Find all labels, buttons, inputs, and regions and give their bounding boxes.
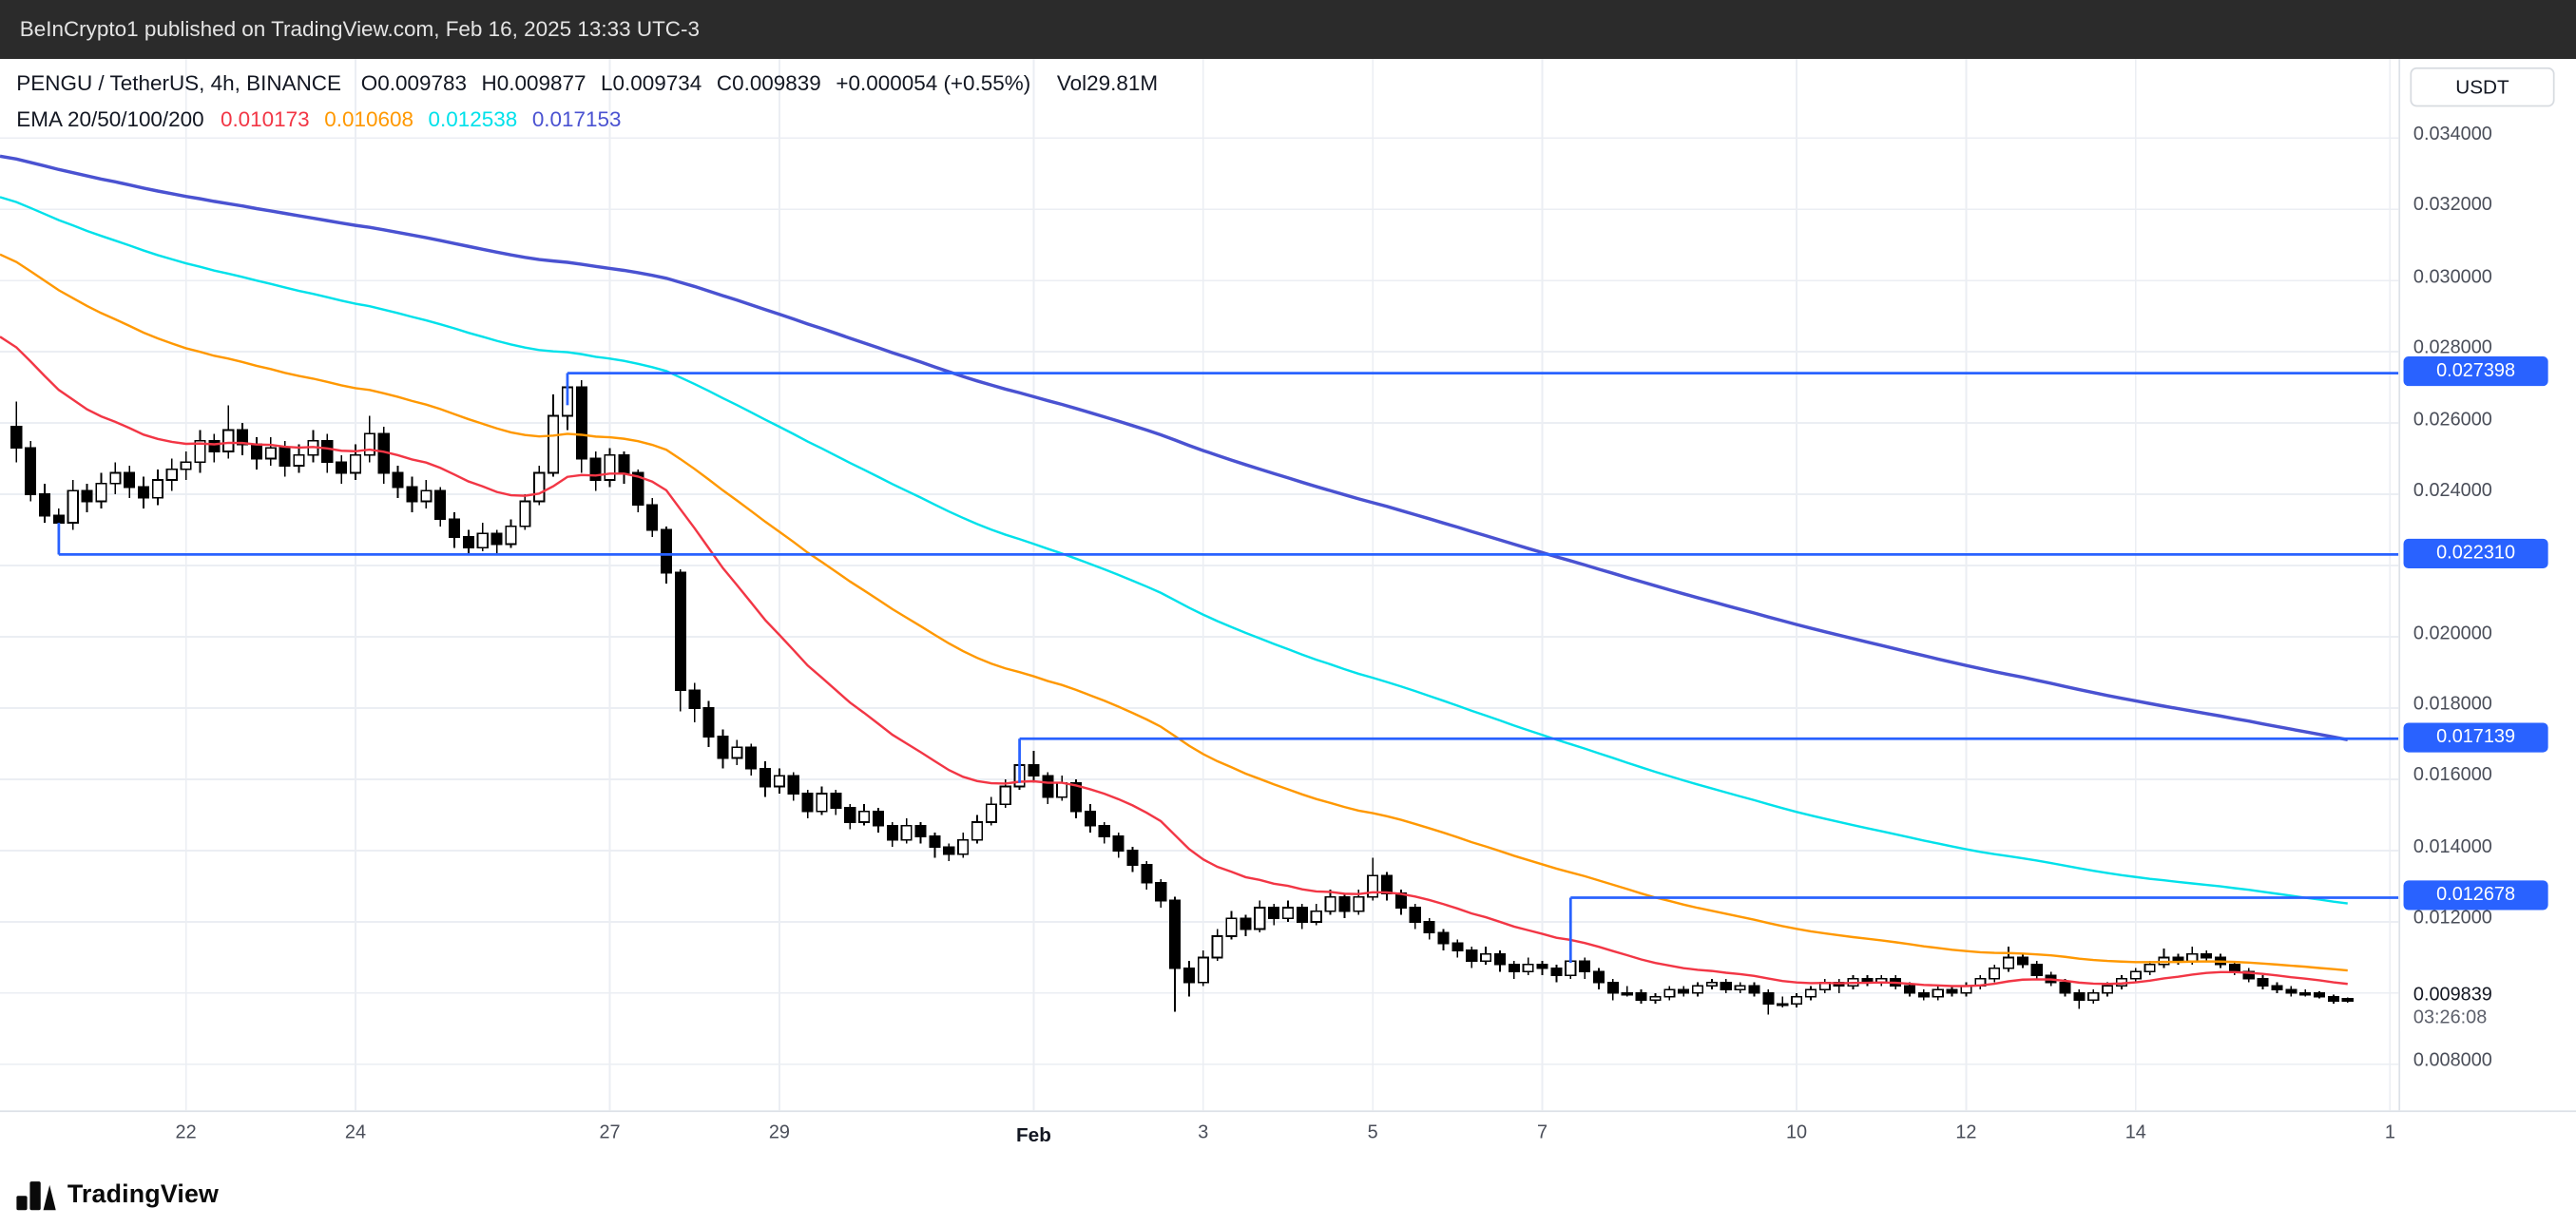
price-tick-label: 0.028000 xyxy=(2413,338,2492,358)
chart-canvas[interactable] xyxy=(0,59,2399,1111)
symbol-title[interactable]: PENGU / TetherUS, 4h, BINANCE xyxy=(16,70,342,96)
ema-row: EMA 20/50/100/200 0.010173 0.010608 0.01253… xyxy=(16,102,1172,138)
change-value: +0.000054 (+0.55%) xyxy=(836,70,1031,96)
volume-number: 29.81M xyxy=(1086,70,1159,96)
high-value: H0.009877 xyxy=(482,70,586,95)
open-number: 0.009783 xyxy=(377,70,467,96)
time-tick-label: 27 xyxy=(599,1123,621,1143)
ema-value-50: 0.010608 xyxy=(324,106,413,132)
price-tick-label: 0.008000 xyxy=(2413,1051,2492,1071)
time-tick-label: Feb xyxy=(1015,1123,1051,1147)
price-tick-label: 0.024000 xyxy=(2413,481,2492,501)
price-tick-label: 0.032000 xyxy=(2413,196,2492,217)
ema-value-100: 0.012538 xyxy=(428,106,518,132)
low-label: L xyxy=(601,70,613,96)
symbol-row: PENGU / TetherUS, 4h, BINANCE O0.009783 H0… xyxy=(16,66,1172,102)
countdown-timer: 03:26:08 xyxy=(2413,1008,2488,1029)
price-tick-label: 0.014000 xyxy=(2413,837,2492,857)
time-tick-label: 1 xyxy=(2384,1123,2395,1143)
open-value: O0.009783 xyxy=(361,70,467,95)
time-tick-label: 14 xyxy=(2124,1123,2146,1143)
time-tick-label: 12 xyxy=(1955,1123,1977,1143)
price-tick-label: 0.020000 xyxy=(2413,623,2492,643)
price-tick-label: 0.034000 xyxy=(2413,125,2492,145)
price-tick-label: 0.026000 xyxy=(2413,410,2492,430)
chart-pane[interactable]: PENGU / TetherUS, 4h, BINANCE O0.009783 H0… xyxy=(0,59,2399,1111)
currency-toggle-button[interactable]: USDT xyxy=(2410,67,2555,107)
ema-value-200: 0.017153 xyxy=(531,106,622,132)
price-level-badge[interactable]: 0.012678 xyxy=(2403,881,2548,911)
chart-legend: PENGU / TetherUS, 4h, BINANCE O0.009783 H0… xyxy=(16,66,1172,138)
tradingview-logo[interactable] xyxy=(16,1179,56,1213)
close-number: 0.009839 xyxy=(732,70,821,96)
tradingview-brand[interactable]: TradingView xyxy=(67,1180,220,1210)
ema-value-20: 0.010173 xyxy=(220,106,310,132)
time-tick-label: 29 xyxy=(768,1123,790,1143)
time-tick-label: 10 xyxy=(1786,1123,1808,1143)
publish-text: BeInCrypto1 published on TradingView.com… xyxy=(19,16,700,42)
price-level-badge[interactable]: 0.027398 xyxy=(2403,356,2548,387)
current-price-label: 0.009839 xyxy=(2413,986,2492,1006)
price-tick-label: 0.030000 xyxy=(2413,267,2492,288)
open-label: O xyxy=(360,70,378,96)
high-label: H xyxy=(481,70,497,96)
ema-indicator-label[interactable]: EMA 20/50/100/200 xyxy=(16,106,204,132)
time-tick-label: 24 xyxy=(344,1123,367,1143)
tradingview-footer: TradingView xyxy=(0,1164,2576,1227)
time-tick-label: 22 xyxy=(175,1123,197,1143)
price-axis[interactable]: USDT 0.034000 0.032000 0.030000 0.028000 0.0… xyxy=(2398,59,2576,1111)
time-tick-label: 3 xyxy=(1198,1123,1209,1143)
price-level-badge[interactable]: 0.022310 xyxy=(2403,538,2548,568)
price-tick-label: 0.016000 xyxy=(2413,766,2492,786)
price-level-badge[interactable]: 0.017139 xyxy=(2403,721,2548,753)
close-label: C xyxy=(716,70,733,96)
high-number: 0.009877 xyxy=(496,70,586,96)
low-number: 0.009734 xyxy=(612,70,702,96)
volume-label: Vol xyxy=(1056,70,1087,96)
low-value: L0.009734 xyxy=(601,70,702,95)
price-tick-label: 0.012000 xyxy=(2413,909,2492,929)
time-tick-label: 7 xyxy=(1537,1123,1548,1143)
time-axis[interactable]: 22 24 27 29 Feb 3 5 7 10 12 14 1 xyxy=(0,1110,2576,1165)
current-price-block: 0.009839 03:26:08 xyxy=(2400,982,2576,1032)
volume-value: Vol29.81M xyxy=(1057,70,1158,95)
close-value: C0.009839 xyxy=(717,70,821,95)
chart-shell: PENGU / TetherUS, 4h, BINANCE O0.009783 H0… xyxy=(0,59,2576,1111)
time-tick-label: 5 xyxy=(1367,1123,1378,1143)
publish-bar: BeInCrypto1 published on TradingView.com… xyxy=(0,0,2576,60)
price-tick-label: 0.018000 xyxy=(2413,695,2492,715)
